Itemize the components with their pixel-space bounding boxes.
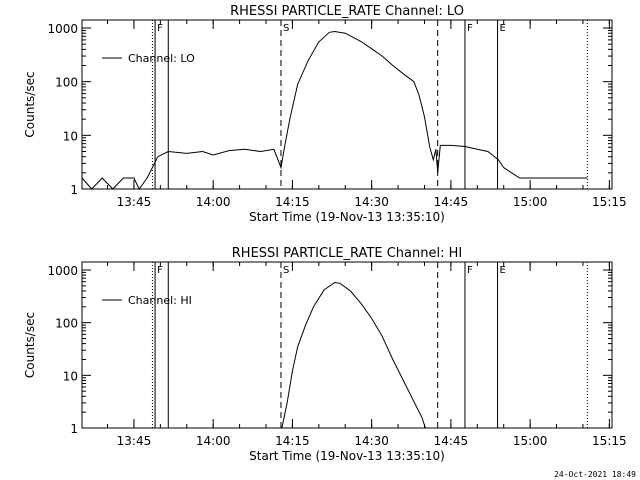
x-tick-label: 13:45 bbox=[117, 195, 152, 209]
y-axis-label: Counts/sec bbox=[23, 71, 37, 137]
plot-frame bbox=[81, 19, 613, 190]
y-tick-label: 1 bbox=[70, 183, 78, 197]
x-tick-label: 14:45 bbox=[434, 434, 469, 448]
x-axis-label: Start Time (19-Nov-13 13:35:10) bbox=[249, 449, 445, 463]
event-marker-label: S bbox=[283, 23, 289, 34]
x-tick-label: 15:15 bbox=[592, 434, 627, 448]
y-tick-label: 1 bbox=[70, 422, 78, 436]
plot-frame bbox=[81, 261, 613, 429]
legend-label: Channel: LO bbox=[128, 52, 195, 65]
footer-date: 24-Oct-2021 18:49 bbox=[554, 470, 636, 479]
event-marker-label: E bbox=[500, 23, 506, 34]
y-tick-label: 10 bbox=[63, 129, 78, 143]
event-marker-label: F bbox=[157, 265, 163, 276]
y-tick-label: 100 bbox=[55, 317, 78, 331]
series-line bbox=[81, 30, 588, 190]
x-tick-label: 15:00 bbox=[513, 195, 548, 209]
y-tick-label: 1000 bbox=[47, 22, 78, 36]
x-tick-label: 15:00 bbox=[513, 434, 548, 448]
x-tick-label: 14:30 bbox=[354, 434, 389, 448]
event-marker-label: F bbox=[467, 23, 473, 34]
event-marker-label: S bbox=[283, 265, 289, 276]
y-tick-label: 1000 bbox=[47, 264, 78, 278]
x-tick-label: 14:30 bbox=[354, 195, 389, 209]
y-tick-label: 10 bbox=[63, 369, 78, 383]
y-axis-label: Counts/sec bbox=[23, 312, 37, 378]
event-marker-label: E bbox=[500, 265, 506, 276]
x-tick-label: 14:15 bbox=[275, 434, 310, 448]
event-marker-label: F bbox=[467, 265, 473, 276]
x-tick-label: 15:15 bbox=[592, 195, 627, 209]
y-tick-label: 100 bbox=[55, 76, 78, 90]
series-line bbox=[281, 281, 426, 429]
x-tick-label: 13:45 bbox=[117, 434, 152, 448]
event-marker-label: F bbox=[157, 23, 163, 34]
x-tick-label: 14:00 bbox=[196, 195, 231, 209]
x-axis-label: Start Time (19-Nov-13 13:35:10) bbox=[249, 210, 445, 224]
chart-title: RHESSI PARTICLE_RATE Channel: LO bbox=[230, 4, 464, 19]
x-tick-label: 14:00 bbox=[196, 434, 231, 448]
x-tick-label: 14:15 bbox=[275, 195, 310, 209]
x-tick-label: 14:45 bbox=[434, 195, 469, 209]
legend-label: Channel: HI bbox=[128, 294, 192, 307]
chart-title: RHESSI PARTICLE_RATE Channel: HI bbox=[232, 246, 462, 261]
